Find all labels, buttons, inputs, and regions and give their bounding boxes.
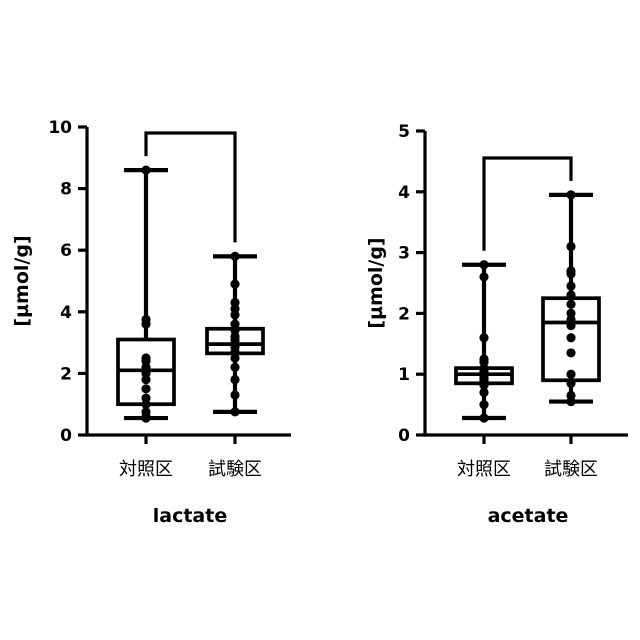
y-tick-label: 1 [398,365,410,385]
data-point [230,252,239,261]
x-category-label: 対照区 [119,459,173,480]
data-point [479,260,488,269]
data-point [566,242,575,251]
data-point [479,333,488,342]
significance-bracket [146,133,235,242]
y-tick-label: 0 [398,426,410,446]
data-point [141,384,150,393]
x-category-label: 試験区 [208,459,262,480]
data-point [230,407,239,416]
y-tick-label: 4 [398,183,410,203]
data-point [230,375,239,384]
y-tick-label: 2 [398,304,410,324]
significance-bracket [484,158,571,251]
data-point [230,279,239,288]
data-point [141,315,150,324]
data-point [566,379,575,388]
data-point [566,266,575,275]
y-tick-label: 3 [398,244,410,264]
data-point [479,400,488,409]
y-axis-title: [µmol/g] [365,237,387,328]
data-point [479,413,488,422]
panel-lactate: 0 2 4 6 8 10 対照区 試験区 lactate [µmol/g] [11,118,291,527]
data-point [479,354,488,363]
data-point [141,353,150,362]
y-tick-label: 8 [60,180,72,200]
data-point [230,390,239,399]
x-axis-title: acetate [488,505,569,527]
x-category-label: 対照区 [457,459,511,480]
y-tick-label: 2 [60,364,72,384]
data-point [230,320,239,329]
data-point [566,370,575,379]
y-tick-label: 0 [60,426,72,446]
data-point [566,391,575,400]
y-tick-label: 6 [60,241,72,261]
y-tick-label: 5 [398,122,410,142]
x-category-label: 試験区 [544,459,598,480]
data-point [566,333,575,342]
data-point [566,348,575,357]
y-tick-label: 4 [60,303,72,323]
data-point [141,393,150,402]
data-point [566,300,575,309]
x-axis-title: lactate [153,505,227,527]
data-point [141,166,150,175]
panel-acetate: 0 1 2 3 4 5 対照区 試験区 acetate [µmol/g] [365,122,628,527]
data-point [566,281,575,290]
y-axis-title: [µmol/g] [11,235,33,326]
data-point [566,190,575,199]
data-point [230,298,239,307]
data-point [479,272,488,281]
data-point [566,291,575,300]
data-point [230,363,239,372]
y-tick-label: 10 [48,118,72,138]
data-point [566,309,575,318]
